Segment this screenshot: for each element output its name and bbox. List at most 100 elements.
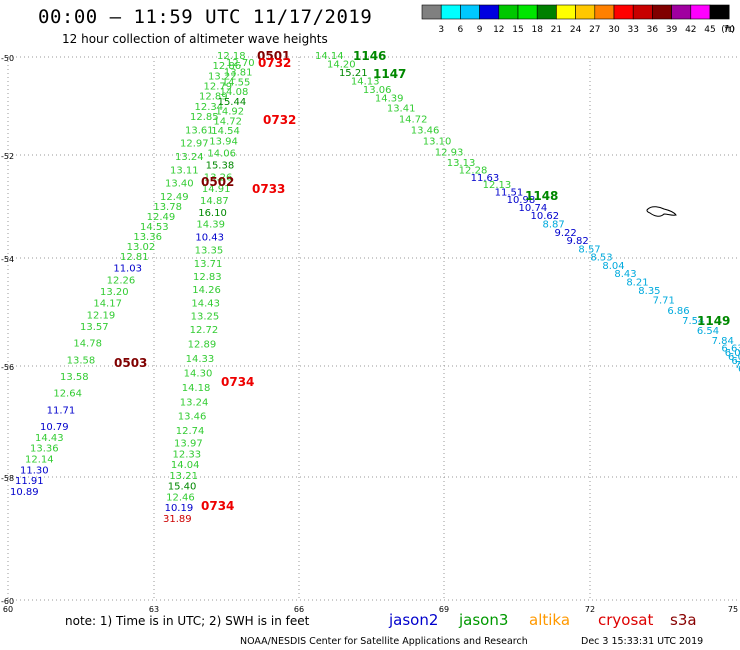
legend-label: 18 — [531, 25, 543, 35]
swh-value: 14.92 — [215, 107, 244, 118]
swh-value: 12.46 — [166, 492, 195, 503]
legend-label: 30 — [608, 25, 620, 35]
swh-value: 9.82 — [566, 236, 588, 247]
swh-value: 13.13 — [447, 158, 476, 169]
lon-label: 69 — [439, 605, 449, 612]
swh-value: 14.55 — [222, 77, 251, 88]
swh-value: 6 — [738, 364, 740, 375]
legend-label: 36 — [647, 25, 659, 35]
color-legend: 3 6 9 12 15 18 21 24 27 30 33 36 39 42 45 70(ft) — [421, 4, 735, 35]
legend-unit: (ft) — [721, 25, 735, 35]
swh-value: 12.89 — [199, 92, 228, 103]
lat-label: -50 — [1, 54, 14, 63]
swh-value: 13.35 — [195, 246, 224, 257]
swh-value: 14.43 — [191, 298, 220, 309]
page-subtitle: 12 hour collection of altimeter wave hei… — [62, 32, 328, 46]
swh-value: 11.91 — [15, 476, 44, 487]
swh-value: 12.49 — [160, 192, 189, 203]
legend-swatch — [709, 4, 730, 20]
swh-value: 8.57 — [578, 244, 600, 255]
swh-value: 13.81 — [224, 68, 253, 79]
swh-value: 11.03 — [113, 264, 142, 275]
swh-value: 13.41 — [387, 103, 416, 114]
swh-value: 6.05 — [725, 348, 740, 359]
swh-value: 7.54 — [682, 316, 704, 327]
swh-value: 11.63 — [471, 173, 500, 184]
swh-value: 13.78 — [153, 202, 182, 213]
swh-value: 14.72 — [399, 114, 428, 125]
swh-value: 12.18 — [217, 51, 246, 62]
swh-value: 8.21 — [626, 278, 648, 289]
pass-time-label: 0503 — [114, 356, 147, 370]
page-title: 00:00 – 11:59 UTC 11/17/2019 — [38, 6, 373, 28]
pass-time-label: 0734 — [221, 375, 254, 389]
swh-value: 14.14 — [315, 51, 344, 62]
pass-time-label: 0502 — [201, 175, 234, 189]
legend-label: 3 — [438, 25, 444, 35]
swh-value: 14.78 — [73, 339, 102, 350]
swh-value: 10.74 — [519, 203, 548, 214]
swh-value: 12.70 — [226, 58, 255, 69]
swh-value: 13.71 — [194, 259, 223, 270]
swh-value: 6.89 — [731, 356, 740, 367]
swh-value: 12.19 — [87, 310, 116, 321]
swh-value: 11.51 — [495, 188, 524, 199]
lon-label: 63 — [149, 605, 159, 612]
swh-value: 12.85 — [190, 112, 219, 123]
swh-value: 15.44 — [218, 97, 247, 108]
swh-value: 10.19 — [165, 503, 194, 514]
swh-value: 13.36 — [30, 444, 59, 455]
swh-value: 8.87 — [543, 220, 565, 231]
legend-label: 45 — [704, 25, 715, 35]
mission-altika: altika — [529, 611, 570, 629]
swh-value: 14.18 — [182, 383, 211, 394]
swh-value: 13.25 — [191, 311, 220, 322]
legend-label: 42 — [685, 25, 696, 35]
swh-value: 10.43 — [195, 233, 224, 244]
legend-label: 70 — [723, 25, 735, 35]
swh-value: 14.30 — [184, 368, 213, 379]
swh-value: 12.34 — [195, 102, 224, 113]
pass-time-label: 1147 — [373, 67, 406, 81]
legend-label: 9 — [477, 25, 483, 35]
swh-value: 10.62 — [531, 211, 560, 222]
mission-jason2: jason2 — [388, 611, 438, 629]
swh-value: 14.13 — [351, 76, 380, 87]
swh-value: 13.61 — [185, 125, 214, 136]
swh-value: 8.53 — [590, 253, 612, 264]
mission-cryosat: cryosat — [598, 611, 653, 629]
swh-value: 14.53 — [140, 222, 169, 233]
swh-value: 7.71 — [653, 296, 675, 307]
swh-value: 14.26 — [192, 285, 221, 296]
lon-label: 60 — [3, 605, 13, 612]
swh-value: 14.20 — [327, 59, 356, 70]
lon-label: 66 — [294, 605, 304, 612]
swh-value: 13.40 — [165, 179, 194, 190]
lat-label: -58 — [1, 474, 14, 483]
swh-value: 13.21 — [169, 471, 198, 482]
swh-value: 10.98 — [507, 195, 536, 206]
swh-value: 6.63 — [721, 344, 740, 355]
swh-value: 13.46 — [411, 125, 440, 136]
swh-value: 8.35 — [638, 286, 660, 297]
swh-value: 13.10 — [423, 136, 452, 147]
mission-jason3: jason3 — [458, 611, 508, 629]
swh-value: 12.79 — [204, 82, 233, 93]
swh-value: 12.74 — [176, 426, 205, 437]
swh-value: 15.38 — [206, 160, 235, 171]
swh-value: 12.49 — [147, 212, 176, 223]
lon-label: 72 — [585, 605, 595, 612]
swh-value: 13.58 — [67, 355, 96, 366]
swh-value: 10.79 — [40, 422, 69, 433]
swh-value: 10.89 — [10, 487, 39, 498]
swh-value: 14.39 — [196, 220, 225, 231]
swh-value: 14.91 — [202, 184, 231, 195]
swh-value: 12.33 — [172, 449, 201, 460]
swh-value: 14.17 — [93, 299, 122, 310]
swh-value: 14.06 — [207, 149, 236, 160]
swh-value: 6.04 — [728, 352, 740, 363]
swh-value: 12.72 — [190, 325, 219, 336]
pass-time-label: 0732 — [263, 113, 296, 127]
swh-value: 12.89 — [188, 339, 217, 350]
